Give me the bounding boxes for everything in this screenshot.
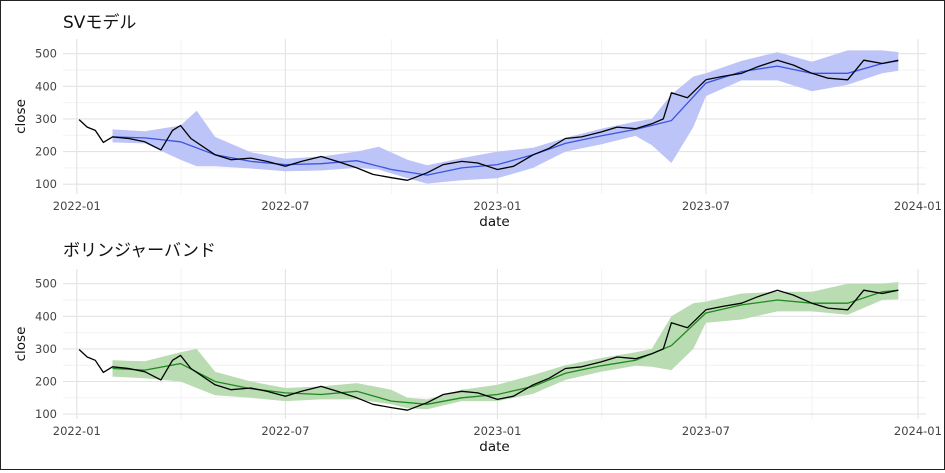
chart-title: SVモデル: [63, 12, 136, 33]
x-tick-label: 2024-01: [894, 424, 942, 438]
x-tick-label: 2024-01: [894, 199, 942, 213]
y-tick-label: 200: [35, 375, 57, 389]
y-tick-label: 100: [35, 407, 57, 421]
x-tick-label: 2023-01: [473, 199, 521, 213]
y-tick-label: 400: [35, 309, 57, 323]
y-axis-label: close: [13, 327, 29, 362]
x-axis-label: date: [479, 439, 509, 455]
x-tick-label: 2022-07: [261, 424, 309, 438]
y-tick-label: 500: [35, 47, 57, 61]
y-tick-label: 300: [35, 342, 57, 356]
close-line: [78, 59, 899, 181]
x-tick-label: 2023-07: [682, 199, 730, 213]
chart-panel-2: 2022-01 2022-07 2023-01 2023-07 2024-01 100 20…: [13, 241, 942, 455]
chart-title: ボリンジャーバンド: [63, 241, 216, 261]
x-tick-label: 2022-01: [53, 199, 101, 213]
x-tick-label: 2022-07: [261, 199, 309, 213]
x-tick-label: 2023-01: [473, 424, 521, 438]
y-tick-label: 200: [35, 145, 57, 159]
y-tick-label: 500: [35, 277, 57, 291]
x-tick-label: 2022-01: [53, 424, 101, 438]
y-axis-label: close: [13, 99, 29, 134]
x-axis-label: date: [479, 214, 509, 230]
close-line: [78, 289, 899, 411]
y-tick-label: 300: [35, 112, 57, 126]
chart-panel-1: 2022-01 2022-07 2023-01 2023-07 2024-01 100 20…: [13, 12, 942, 230]
mean-line: [112, 60, 899, 176]
mean-line: [112, 289, 899, 405]
x-tick-label: 2023-07: [682, 424, 730, 438]
y-tick-label: 100: [35, 177, 57, 191]
y-tick-label: 400: [35, 79, 57, 93]
